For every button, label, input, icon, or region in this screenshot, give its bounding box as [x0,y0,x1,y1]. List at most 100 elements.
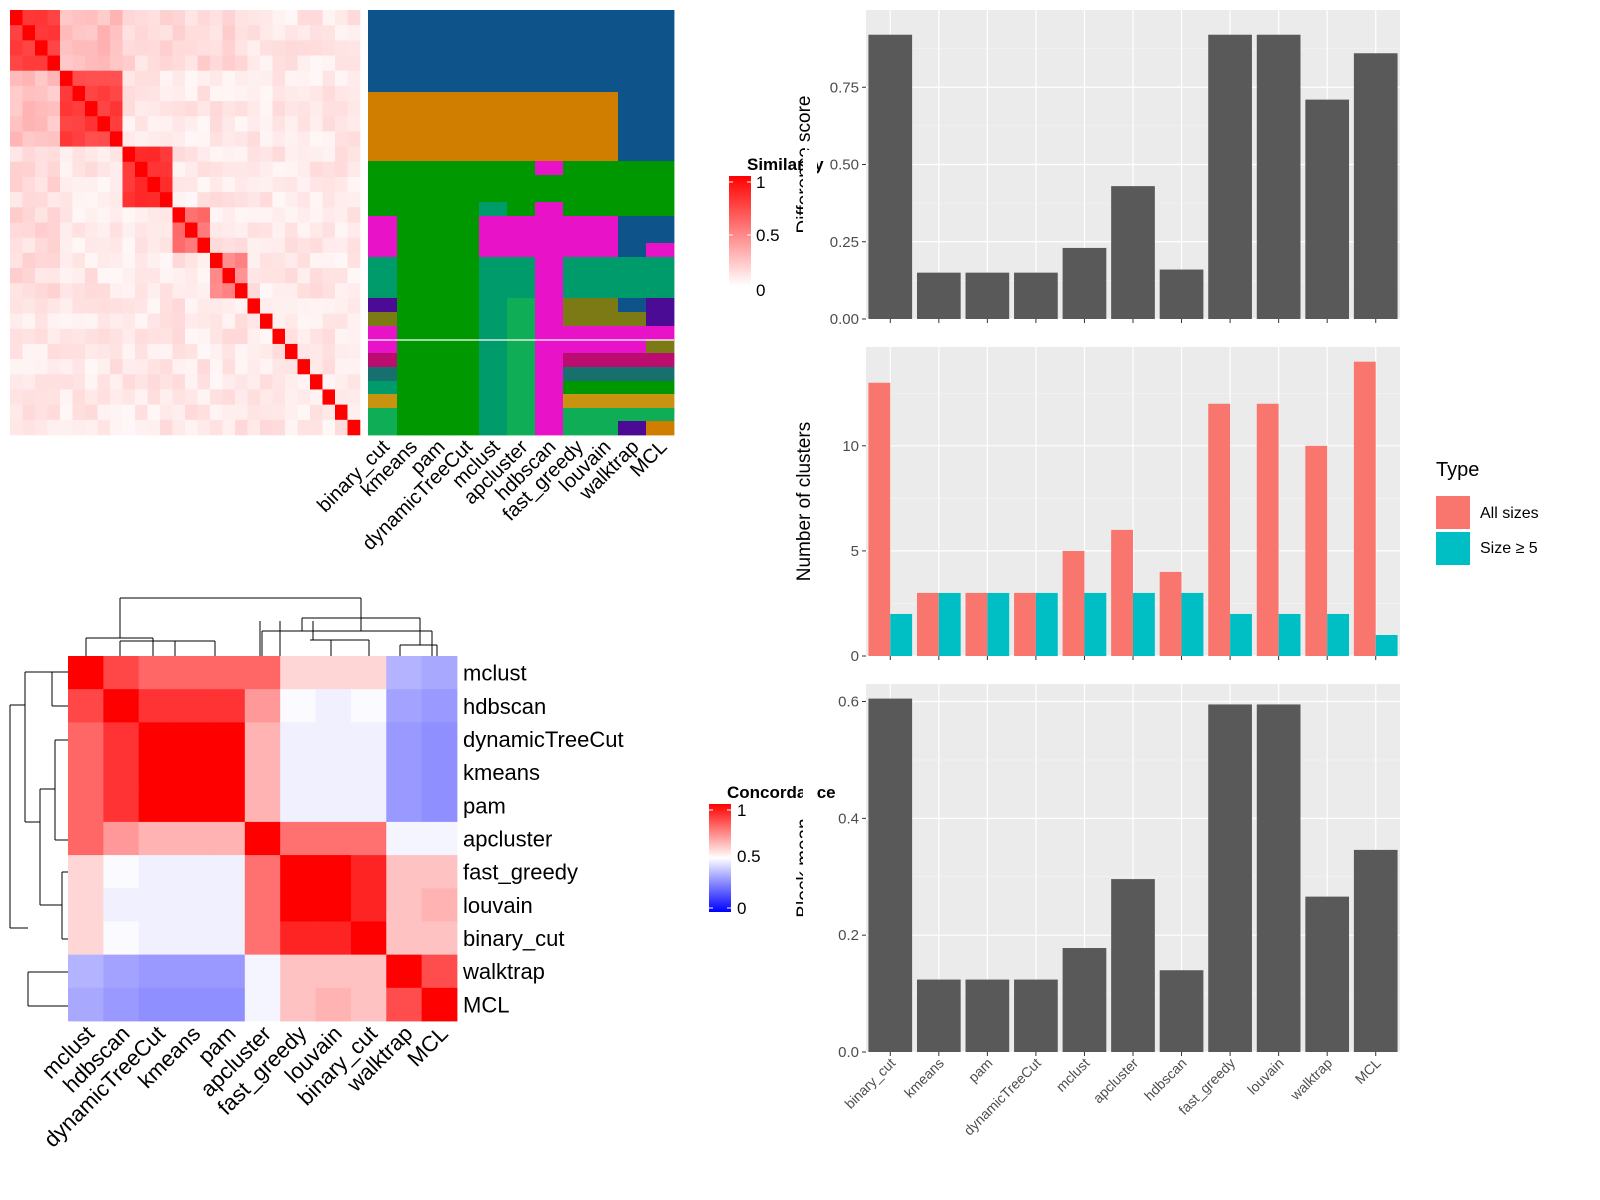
concordance-cell [315,689,352,723]
similarity-cell [160,85,173,102]
similarity-cell [172,222,186,238]
similarity-cell [135,283,148,299]
similarity-cell [97,359,111,375]
similarity-cell [47,101,61,117]
similarity-cell [247,116,261,132]
assignment-cell [479,202,508,217]
similarity-cell [135,237,148,254]
similarity-cell [97,268,111,284]
similarity-cell [222,116,236,132]
similarity-cell [135,298,148,314]
similarity-cell [97,10,111,26]
dendrogram-branch [119,597,362,631]
similarity-cell [97,389,111,405]
similarity-cell [147,222,161,238]
similarity-cell [147,192,161,208]
bar [916,979,961,1052]
bar-size-5 [938,592,961,656]
similarity-cell [60,192,73,208]
similarity-cell [247,85,261,102]
similarity-cell [297,116,311,132]
similarity-cell [222,359,236,375]
similarity-cell [72,161,86,178]
similarity-cell [85,55,98,72]
similarity-cell [172,252,186,269]
similarity-cell [22,131,36,147]
similarity-cell [97,283,111,299]
similarity-cell [297,55,311,72]
similarity-cell [10,101,23,117]
similarity-cell [247,283,261,299]
assignment-cell [424,257,453,299]
similarity-cell [47,176,61,193]
similarity-cell [235,268,248,284]
concordance-cell [209,987,246,1022]
similarity-cell [160,55,173,72]
similarity-cell [335,10,348,26]
similarity-legend-tick-label: 0.5 [756,226,780,245]
cluster-assignment-heatmap [368,10,675,436]
similarity-cell [172,101,186,117]
concordance-cell [350,788,387,823]
bar-size-5 [1035,592,1058,656]
x-tick-label: binary_cut [841,1055,898,1112]
assignment-cell [397,394,425,409]
similarity-cell [210,374,223,390]
similarity-cell [247,70,261,87]
concordance-cell [350,921,387,956]
concordance-cell [350,987,387,1022]
similarity-cell [347,207,361,223]
bar-all-sizes [1208,403,1231,656]
similarity-cell [110,161,123,178]
concordance-cell [68,954,104,989]
similarity-cell [160,161,173,178]
similarity-cell [122,252,136,269]
similarity-cell [85,25,98,41]
similarity-cell [172,85,186,102]
similarity-cell [222,25,236,41]
similarity-cell [347,101,361,117]
similarity-cell [297,40,311,56]
similarity-cell [285,116,298,132]
similarity-cell [285,207,298,223]
similarity-cell [172,55,186,72]
assignment-cell [424,175,453,203]
assignment-cell [424,353,453,368]
similarity-cell [47,268,61,284]
similarity-cell [60,116,73,132]
y-tick-label: 0.50 [830,157,859,174]
similarity-cell [147,313,161,330]
similarity-cell [235,116,248,132]
similarity-cell [47,283,61,299]
similarity-cell [185,222,198,238]
concordance-colorbar [709,804,731,912]
similarity-cell [35,419,48,436]
similarity-cell [322,404,336,421]
assignment-cell [535,161,564,176]
similarity-cell [197,222,211,238]
similarity-cell [272,419,286,436]
similarity-cell [110,389,123,405]
concordance-cell [68,689,104,723]
similarity-cell [210,161,223,178]
similarity-cell [122,85,136,102]
similarity-cell [97,192,111,208]
assignment-cell [646,92,675,162]
concordance-cell [174,855,210,889]
similarity-cell [347,192,361,208]
similarity-cell [122,237,136,254]
similarity-cell [10,268,23,284]
similarity-cell [172,268,186,284]
similarity-cell [10,222,23,238]
concordance-legend-title: Concordance [727,783,836,802]
similarity-cell [10,161,23,178]
similarity-cell [322,192,336,208]
similarity-cell [47,343,61,360]
similarity-cell [272,313,286,330]
concordance-cell [315,788,352,823]
similarity-cell [272,359,286,375]
similarity-cell [172,40,186,56]
assignment-cell [424,10,453,93]
similarity-cell [22,389,36,405]
similarity-cell [260,252,273,269]
